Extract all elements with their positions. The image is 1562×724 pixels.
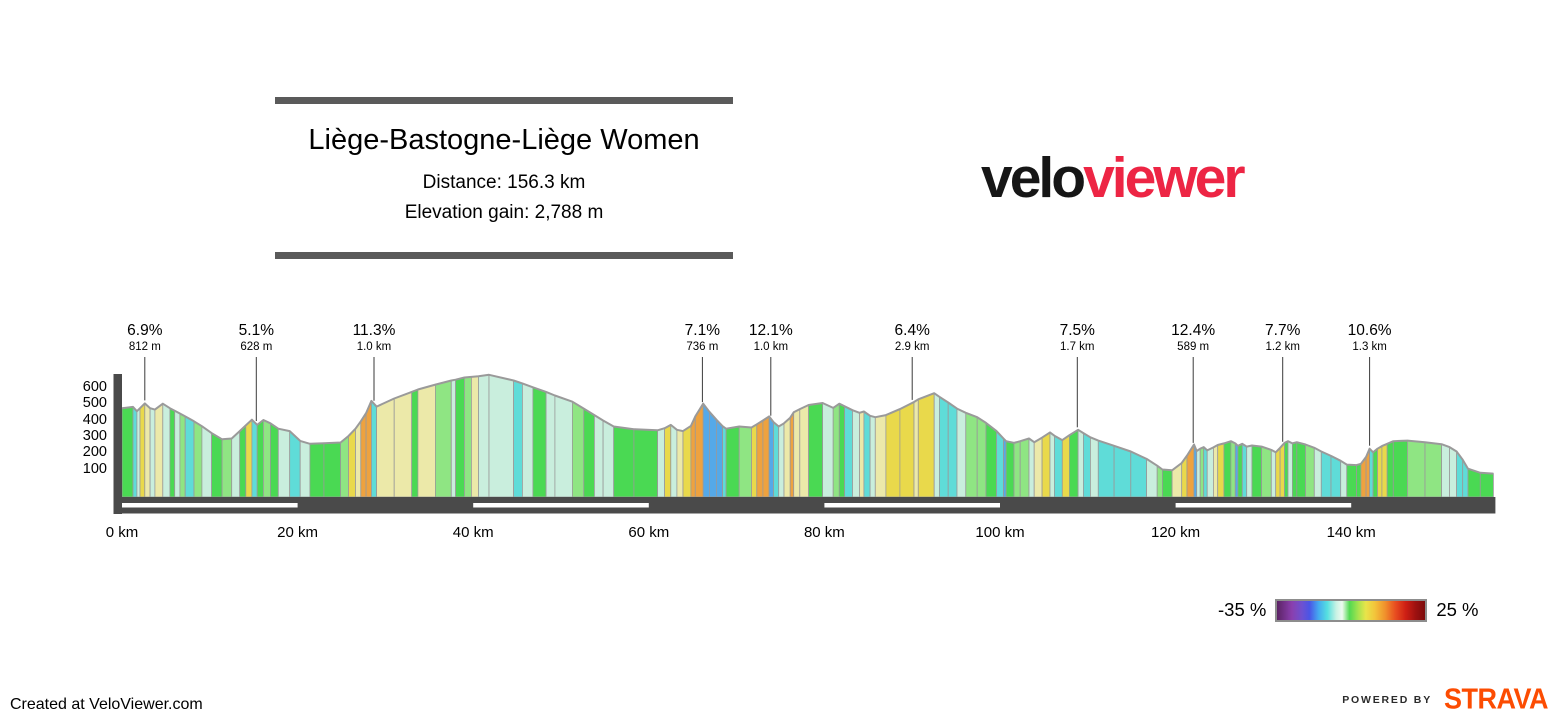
- race-title: Liège-Bastogne-Liège Women: [308, 124, 700, 156]
- y-tick-label: 200: [82, 444, 107, 461]
- climb-grade: 6.9%: [127, 322, 163, 339]
- x-tick-label: 0 km: [105, 524, 139, 541]
- header-rule-top: [275, 97, 733, 104]
- y-tick-label: 300: [82, 428, 107, 444]
- climb-length: 736 m: [686, 341, 719, 353]
- climb-grade: 7.5%: [1059, 322, 1095, 339]
- x-tick-label: 20 km: [277, 524, 319, 541]
- climb-length: 1.7 km: [1059, 341, 1095, 353]
- gradient-legend: -35 % 25 %: [1218, 594, 1479, 626]
- elevation-gain-stat: Elevation gain: 2,788 m: [404, 202, 604, 223]
- climb-length: 1.0 km: [356, 341, 392, 353]
- climb-label: 7.1% 736 m: [637, 322, 767, 354]
- climb-grade: 7.7%: [1265, 322, 1301, 339]
- climb-length: 2.9 km: [894, 341, 930, 353]
- legend-min-label: -35 %: [1218, 599, 1267, 620]
- climb-label: 11.3% 1.0 km: [309, 322, 439, 354]
- logo-velo-text: velo: [981, 146, 1086, 210]
- x-tick-label: 120 km: [1150, 524, 1201, 541]
- climb-label: 5.1% 628 m: [191, 322, 321, 354]
- strava-logo: STRAVA: [1444, 683, 1549, 715]
- powered-by-strava: POWERED BY STRAVA: [1342, 683, 1549, 715]
- climb-grade: 10.6%: [1347, 322, 1392, 339]
- climb-label: 12.4% 589 m: [1128, 322, 1258, 354]
- legend-gradient-bar: [1275, 598, 1428, 622]
- logo-viewer-text: viewer: [1083, 146, 1245, 210]
- x-tick-label: 60 km: [628, 524, 670, 541]
- climb-grade: 7.1%: [684, 322, 721, 339]
- y-tick-label: 400: [82, 411, 107, 428]
- y-tick-label: 600: [82, 379, 107, 396]
- climb-grade: 12.4%: [1171, 322, 1216, 339]
- climb-label: 10.6% 1.3 km: [1305, 322, 1435, 354]
- distance-stat: Distance: 156.3 km: [422, 172, 586, 193]
- climb-grade: 5.1%: [238, 322, 274, 339]
- header-rule-bottom: [275, 252, 733, 259]
- climb-length: 1.0 km: [753, 341, 789, 353]
- climb-length: 1.2 km: [1265, 341, 1300, 353]
- climb-label: 7.7% 1.2 km: [1218, 322, 1348, 354]
- powered-by-label: POWERED BY: [1342, 693, 1432, 706]
- veloviewer-logo: veloviewer: [981, 146, 1246, 210]
- climb-label: 12.1% 1.0 km: [706, 322, 836, 354]
- climb-label: 7.5% 1.7 km: [1012, 322, 1142, 354]
- climb-grade: 11.3%: [352, 322, 396, 339]
- climb-length: 628 m: [240, 341, 273, 353]
- x-tick-label: 100 km: [975, 524, 1025, 541]
- x-tick-label: 140 km: [1326, 524, 1376, 541]
- climb-label: 6.4% 2.9 km: [847, 322, 977, 354]
- x-tick-label: 80 km: [803, 524, 845, 541]
- legend-max-label: 25 %: [1436, 599, 1479, 620]
- y-tick-label: 500: [82, 395, 107, 412]
- climb-length: 812 m: [128, 341, 161, 353]
- climb-length: 589 m: [1177, 341, 1210, 353]
- climb-length: 1.3 km: [1352, 341, 1387, 353]
- created-at-text: Created at VeloViewer.com: [10, 696, 203, 713]
- climb-label: 6.9% 812 m: [80, 322, 210, 354]
- climb-grade: 6.4%: [894, 322, 930, 339]
- y-tick-label: 100: [82, 460, 107, 477]
- climb-grade: 12.1%: [748, 322, 793, 339]
- x-tick-label: 40 km: [452, 524, 494, 541]
